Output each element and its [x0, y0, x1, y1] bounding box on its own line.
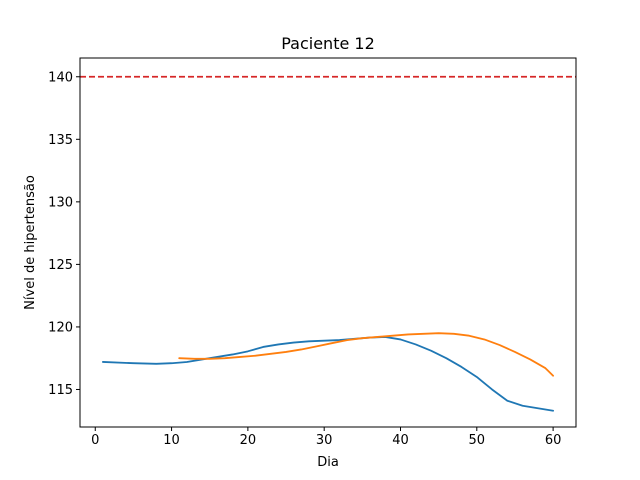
x-tick-label: 10 [163, 433, 180, 448]
y-tick-label: 130 [48, 195, 73, 210]
x-tick-label: 0 [91, 433, 99, 448]
y-tick-label: 115 [48, 383, 73, 398]
x-tick-label: 40 [392, 433, 409, 448]
series-line-2 [178, 332, 555, 377]
axis-ticks: 0 10 20 30 40 50 60 115 120 125 130 135 140 [48, 70, 561, 448]
y-tick-label: 120 [48, 320, 73, 335]
x-tick-label: 20 [240, 433, 257, 448]
axes-frame [79, 57, 577, 428]
plot-marks [80, 75, 576, 412]
y-axis-label: Nível de hipertensão [23, 175, 38, 310]
y-tick-label: 125 [48, 258, 73, 273]
series-line-1 [101, 336, 555, 412]
y-tick-label: 140 [48, 70, 73, 85]
x-axis-label: Dia [317, 455, 339, 470]
y-tick-label: 135 [48, 133, 73, 148]
x-tick-label: 30 [316, 433, 333, 448]
chart-title: Paciente 12 [281, 34, 375, 53]
x-tick-label: 50 [469, 433, 486, 448]
x-tick-label: 60 [545, 433, 562, 448]
